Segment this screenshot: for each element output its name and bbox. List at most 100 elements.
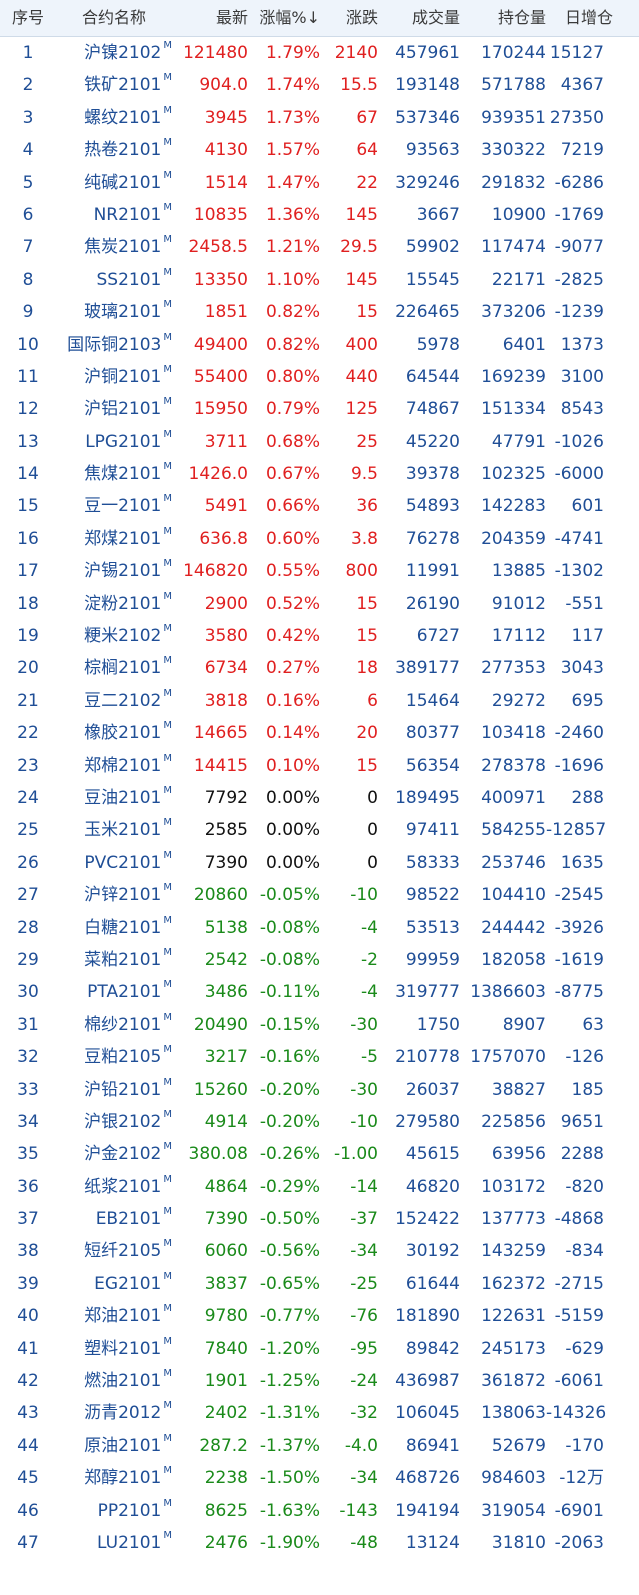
header-latest-price[interactable]: 最新	[215, 8, 248, 27]
row-open-interest: 245173	[481, 1338, 546, 1359]
row-volume: 53513	[405, 917, 460, 938]
row-contract-name: 沪金2102 M	[56, 1138, 174, 1170]
row-change: -25	[350, 1273, 378, 1294]
contract-name-text: 焦煤2101	[84, 464, 162, 485]
table-row[interactable]: 8 SS2101 M 13350 1.10% 145 15545 22171 -2825	[0, 264, 639, 296]
row-open-interest: 373206	[481, 302, 546, 323]
row-open-interest: 103172	[481, 1176, 546, 1197]
table-row[interactable]: 3 螺纹2101 M 3945 1.73% 67 537346 939351 27350	[0, 102, 639, 134]
header-open-interest[interactable]: 持仓量	[497, 8, 546, 27]
row-daily-oi-change: -1302	[554, 561, 604, 582]
row-volume: 46820	[405, 1176, 460, 1197]
table-row[interactable]: 46 PP2101 M 8625 -1.63% -143 194194 319054 -6901	[0, 1495, 639, 1527]
row-volume: 6727	[416, 626, 460, 647]
table-row[interactable]: 41 塑料2101 M 7840 -1.20% -95 89842 245173 -629	[0, 1333, 639, 1365]
header-index[interactable]: 序号	[11, 8, 44, 27]
row-change-percent: 0.52%	[265, 593, 320, 614]
contract-name-text: 豆一2101	[84, 496, 162, 517]
main-contract-badge: M	[163, 817, 172, 829]
header-volume[interactable]: 成交量	[411, 8, 460, 27]
table-row[interactable]: 47 LU2101 M 2476 -1.90% -48 13124 31810 -2063	[0, 1527, 639, 1559]
table-row[interactable]: 22 橡胶2101 M 14665 0.14% 20 80377 103418 -2460	[0, 717, 639, 749]
table-row[interactable]: 17 沪锡2101 M 146820 0.55% 800 11991 13885 -1302	[0, 555, 639, 587]
table-row[interactable]: 15 豆一2101 M 5491 0.66% 36 54893 142283 601	[0, 490, 639, 522]
header-daily-oi-change[interactable]: 日增仓	[564, 8, 613, 27]
row-change-percent: -0.05%	[259, 885, 320, 906]
table-row[interactable]: 28 白糖2101 M 5138 -0.08% -4 53513 244442 -3926	[0, 912, 639, 944]
main-contract-badge: M	[163, 687, 172, 699]
table-row[interactable]: 45 郑醇2101 M 2238 -1.50% -34 468726 984603 -12万	[0, 1462, 639, 1494]
row-open-interest: 103418	[481, 723, 546, 744]
main-contract-badge: M	[163, 40, 172, 51]
header-change-percent-sorted[interactable]: 涨幅%↓	[259, 8, 320, 27]
table-row[interactable]: 14 焦煤2101 M 1426.0 0.67% 9.5 39378 102325 -6000	[0, 458, 639, 490]
row-index: 30	[17, 982, 39, 1003]
table-row[interactable]: 7 焦炭2101 M 2458.5 1.21% 29.5 59902 117474 -9077	[0, 231, 639, 263]
main-contract-badge: M	[163, 1141, 172, 1153]
row-index: 4	[22, 140, 34, 161]
table-row[interactable]: 9 玻璃2101 M 1851 0.82% 15 226465 373206 -1239	[0, 296, 639, 328]
table-row[interactable]: 38 短纤2105 M 6060 -0.56% -34 30192 143259 -834	[0, 1235, 639, 1267]
table-row[interactable]: 43 沥青2012 M 2402 -1.31% -32 106045 138063 -14326	[0, 1397, 639, 1429]
table-row[interactable]: 13 LPG2101 M 3711 0.68% 25 45220 47791 -1026	[0, 426, 639, 458]
row-latest-price: 3945	[204, 107, 248, 128]
table-row[interactable]: 11 沪铜2101 M 55400 0.80% 440 64544 169239 3100	[0, 361, 639, 393]
table-row[interactable]: 31 棉纱2101 M 20490 -0.15% -30 1750 8907 63	[0, 1009, 639, 1041]
main-contract-badge: M	[163, 1432, 172, 1444]
table-row[interactable]: 2 铁矿2101 M 904.0 1.74% 15.5 193148 571788 4367	[0, 69, 639, 101]
table-row[interactable]: 30 PTA2101 M 3486 -0.11% -4 319777 1386603 -8775	[0, 976, 639, 1008]
row-index: 16	[17, 528, 39, 549]
row-change: -48	[350, 1532, 378, 1553]
row-change-percent: 0.00%	[265, 787, 320, 808]
row-change-percent: -1.37%	[259, 1435, 320, 1456]
table-row[interactable]: 18 淀粉2101 M 2900 0.52% 15 26190 91012 -551	[0, 588, 639, 620]
table-row[interactable]: 33 沪铅2101 M 15260 -0.20% -30 26037 38827 185	[0, 1074, 639, 1106]
row-daily-oi-change: -834	[565, 1241, 604, 1262]
row-daily-oi-change: -4868	[554, 1209, 604, 1230]
header-change[interactable]: 涨跌	[345, 8, 378, 27]
table-row[interactable]: 19 粳米2102 M 3580 0.42% 15 6727 17112 117	[0, 620, 639, 652]
table-row[interactable]: 23 郑棉2101 M 14415 0.10% 15 56354 278378 -1696	[0, 750, 639, 782]
contract-name-text: 沪镍2102	[84, 43, 162, 63]
table-row[interactable]: 27 沪锌2101 M 20860 -0.05% -10 98522 104410 -2545	[0, 879, 639, 911]
table-row[interactable]: 32 豆粕2105 M 3217 -0.16% -5 210778 1757070 -126	[0, 1041, 639, 1073]
table-row[interactable]: 20 棕榈2101 M 6734 0.27% 18 389177 277353 3043	[0, 652, 639, 684]
main-contract-badge: M	[163, 1044, 172, 1056]
table-row[interactable]: 21 豆二2102 M 3818 0.16% 6 15464 29272 695	[0, 685, 639, 717]
table-row[interactable]: 1 沪镍2102 M 121480 1.79% 2140 457961 170244 15127	[0, 37, 639, 69]
row-change-percent: -1.50%	[259, 1468, 320, 1489]
table-row[interactable]: 39 EG2101 M 3837 -0.65% -25 61644 162372 -2715	[0, 1268, 639, 1300]
table-row[interactable]: 16 郑煤2101 M 636.8 0.60% 3.8 76278 204359 -4741	[0, 523, 639, 555]
row-change-percent: 0.80%	[265, 366, 320, 387]
table-row[interactable]: 34 沪银2102 M 4914 -0.20% -10 279580 225856 9651	[0, 1106, 639, 1138]
table-row[interactable]: 6 NR2101 M 10835 1.36% 145 3667 10900 -1769	[0, 199, 639, 231]
row-index: 17	[17, 561, 39, 582]
row-index: 34	[17, 1111, 39, 1132]
table-row[interactable]: 36 纸浆2101 M 4864 -0.29% -14 46820 103172 -820	[0, 1171, 639, 1203]
row-open-interest: 38827	[491, 1079, 546, 1100]
row-index: 21	[17, 690, 39, 711]
table-row[interactable]: 37 EB2101 M 7390 -0.50% -37 152422 137773 -4868	[0, 1203, 639, 1235]
table-row[interactable]: 24 豆油2101 M 7792 0.00% 0 189495 400971 288	[0, 782, 639, 814]
table-row[interactable]: 10 国际铜2103 M 49400 0.82% 400 5978 6401 1373	[0, 329, 639, 361]
table-row[interactable]: 35 沪金2102 M 380.08 -0.26% -1.00 45615 63956 2288	[0, 1138, 639, 1170]
row-open-interest: 143259	[481, 1241, 546, 1262]
row-change-percent: 1.73%	[265, 107, 320, 128]
row-daily-oi-change: -12万	[559, 1468, 604, 1489]
table-row[interactable]: 26 PVC2101 M 7390 0.00% 0 58333 253746 1635	[0, 847, 639, 879]
table-row[interactable]: 5 纯碱2101 M 1514 1.47% 22 329246 291832 -6286	[0, 167, 639, 199]
row-contract-name: 热卷2101 M	[56, 134, 174, 166]
table-row[interactable]: 40 郑油2101 M 9780 -0.77% -76 181890 122631 -5159	[0, 1300, 639, 1332]
row-open-interest: 1757070	[470, 1047, 546, 1068]
table-row[interactable]: 29 菜粕2101 M 2542 -0.08% -2 99959 182058 -1619	[0, 944, 639, 976]
row-index: 39	[17, 1273, 39, 1294]
table-row[interactable]: 44 原油2101 M 287.2 -1.37% -4.0 86941 52679 -170	[0, 1430, 639, 1462]
table-row[interactable]: 25 玉米2101 M 2585 0.00% 0 97411 584255 -12857	[0, 814, 639, 846]
row-daily-oi-change: -820	[565, 1176, 604, 1197]
row-open-interest: 142283	[481, 496, 546, 517]
table-row[interactable]: 42 燃油2101 M 1901 -1.25% -24 436987 361872 -6061	[0, 1365, 639, 1397]
table-row[interactable]: 4 热卷2101 M 4130 1.57% 64 93563 330322 7219	[0, 134, 639, 166]
table-row[interactable]: 12 沪铝2101 M 15950 0.79% 125 74867 151334 8543	[0, 393, 639, 425]
header-contract-name[interactable]: 合约名称	[81, 8, 146, 27]
contract-name-text: 国际铜2103	[67, 334, 162, 355]
